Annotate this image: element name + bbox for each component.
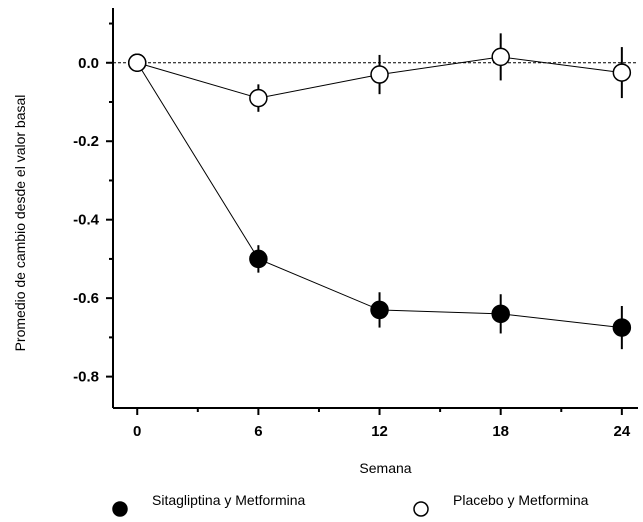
y-tick-label: -0.8 bbox=[73, 369, 99, 386]
legend-label-placebo: Placebo y Metformina bbox=[453, 492, 589, 508]
x-tick-label: 18 bbox=[492, 423, 509, 440]
data-point bbox=[249, 249, 268, 269]
y-axis-title: Promedio de cambio desde el valor basal bbox=[12, 95, 28, 352]
legend-label-sitagliptina: Sitagliptina y Metformina bbox=[152, 492, 306, 508]
series-0 bbox=[127, 53, 632, 350]
x-axis-title: Semana bbox=[359, 460, 411, 476]
x-tick-label: 0 bbox=[133, 423, 141, 440]
legend-marker-open bbox=[413, 501, 429, 517]
y-tick-label: -0.2 bbox=[73, 133, 99, 150]
x-ticks: 0 6 12 18 24 bbox=[133, 408, 631, 440]
x-tick-label: 12 bbox=[371, 423, 388, 440]
y-tick-label: -0.4 bbox=[73, 212, 100, 229]
series-1 bbox=[127, 33, 632, 112]
data-point bbox=[127, 53, 147, 73]
data-point bbox=[370, 65, 389, 84]
data-point bbox=[612, 318, 632, 337]
y-tick-label: 0.0 bbox=[78, 55, 99, 72]
legend: Sitagliptina y Metformina Placebo y Metf… bbox=[112, 492, 589, 517]
data-point bbox=[612, 63, 632, 82]
data-point bbox=[491, 47, 510, 67]
axes bbox=[112, 8, 638, 409]
series-group bbox=[127, 33, 632, 350]
data-point bbox=[249, 88, 268, 108]
data-point bbox=[491, 304, 510, 324]
x-tick-label: 6 bbox=[254, 423, 262, 440]
series-line-0 bbox=[136, 62, 622, 329]
y-tick-label: -0.6 bbox=[73, 290, 99, 307]
data-point bbox=[370, 300, 389, 320]
y-ticks: 0.0 -0.2 -0.4 -0.6 -0.8 bbox=[73, 22, 113, 386]
legend-marker-filled bbox=[112, 501, 128, 517]
x-tick-label: 24 bbox=[614, 423, 631, 440]
